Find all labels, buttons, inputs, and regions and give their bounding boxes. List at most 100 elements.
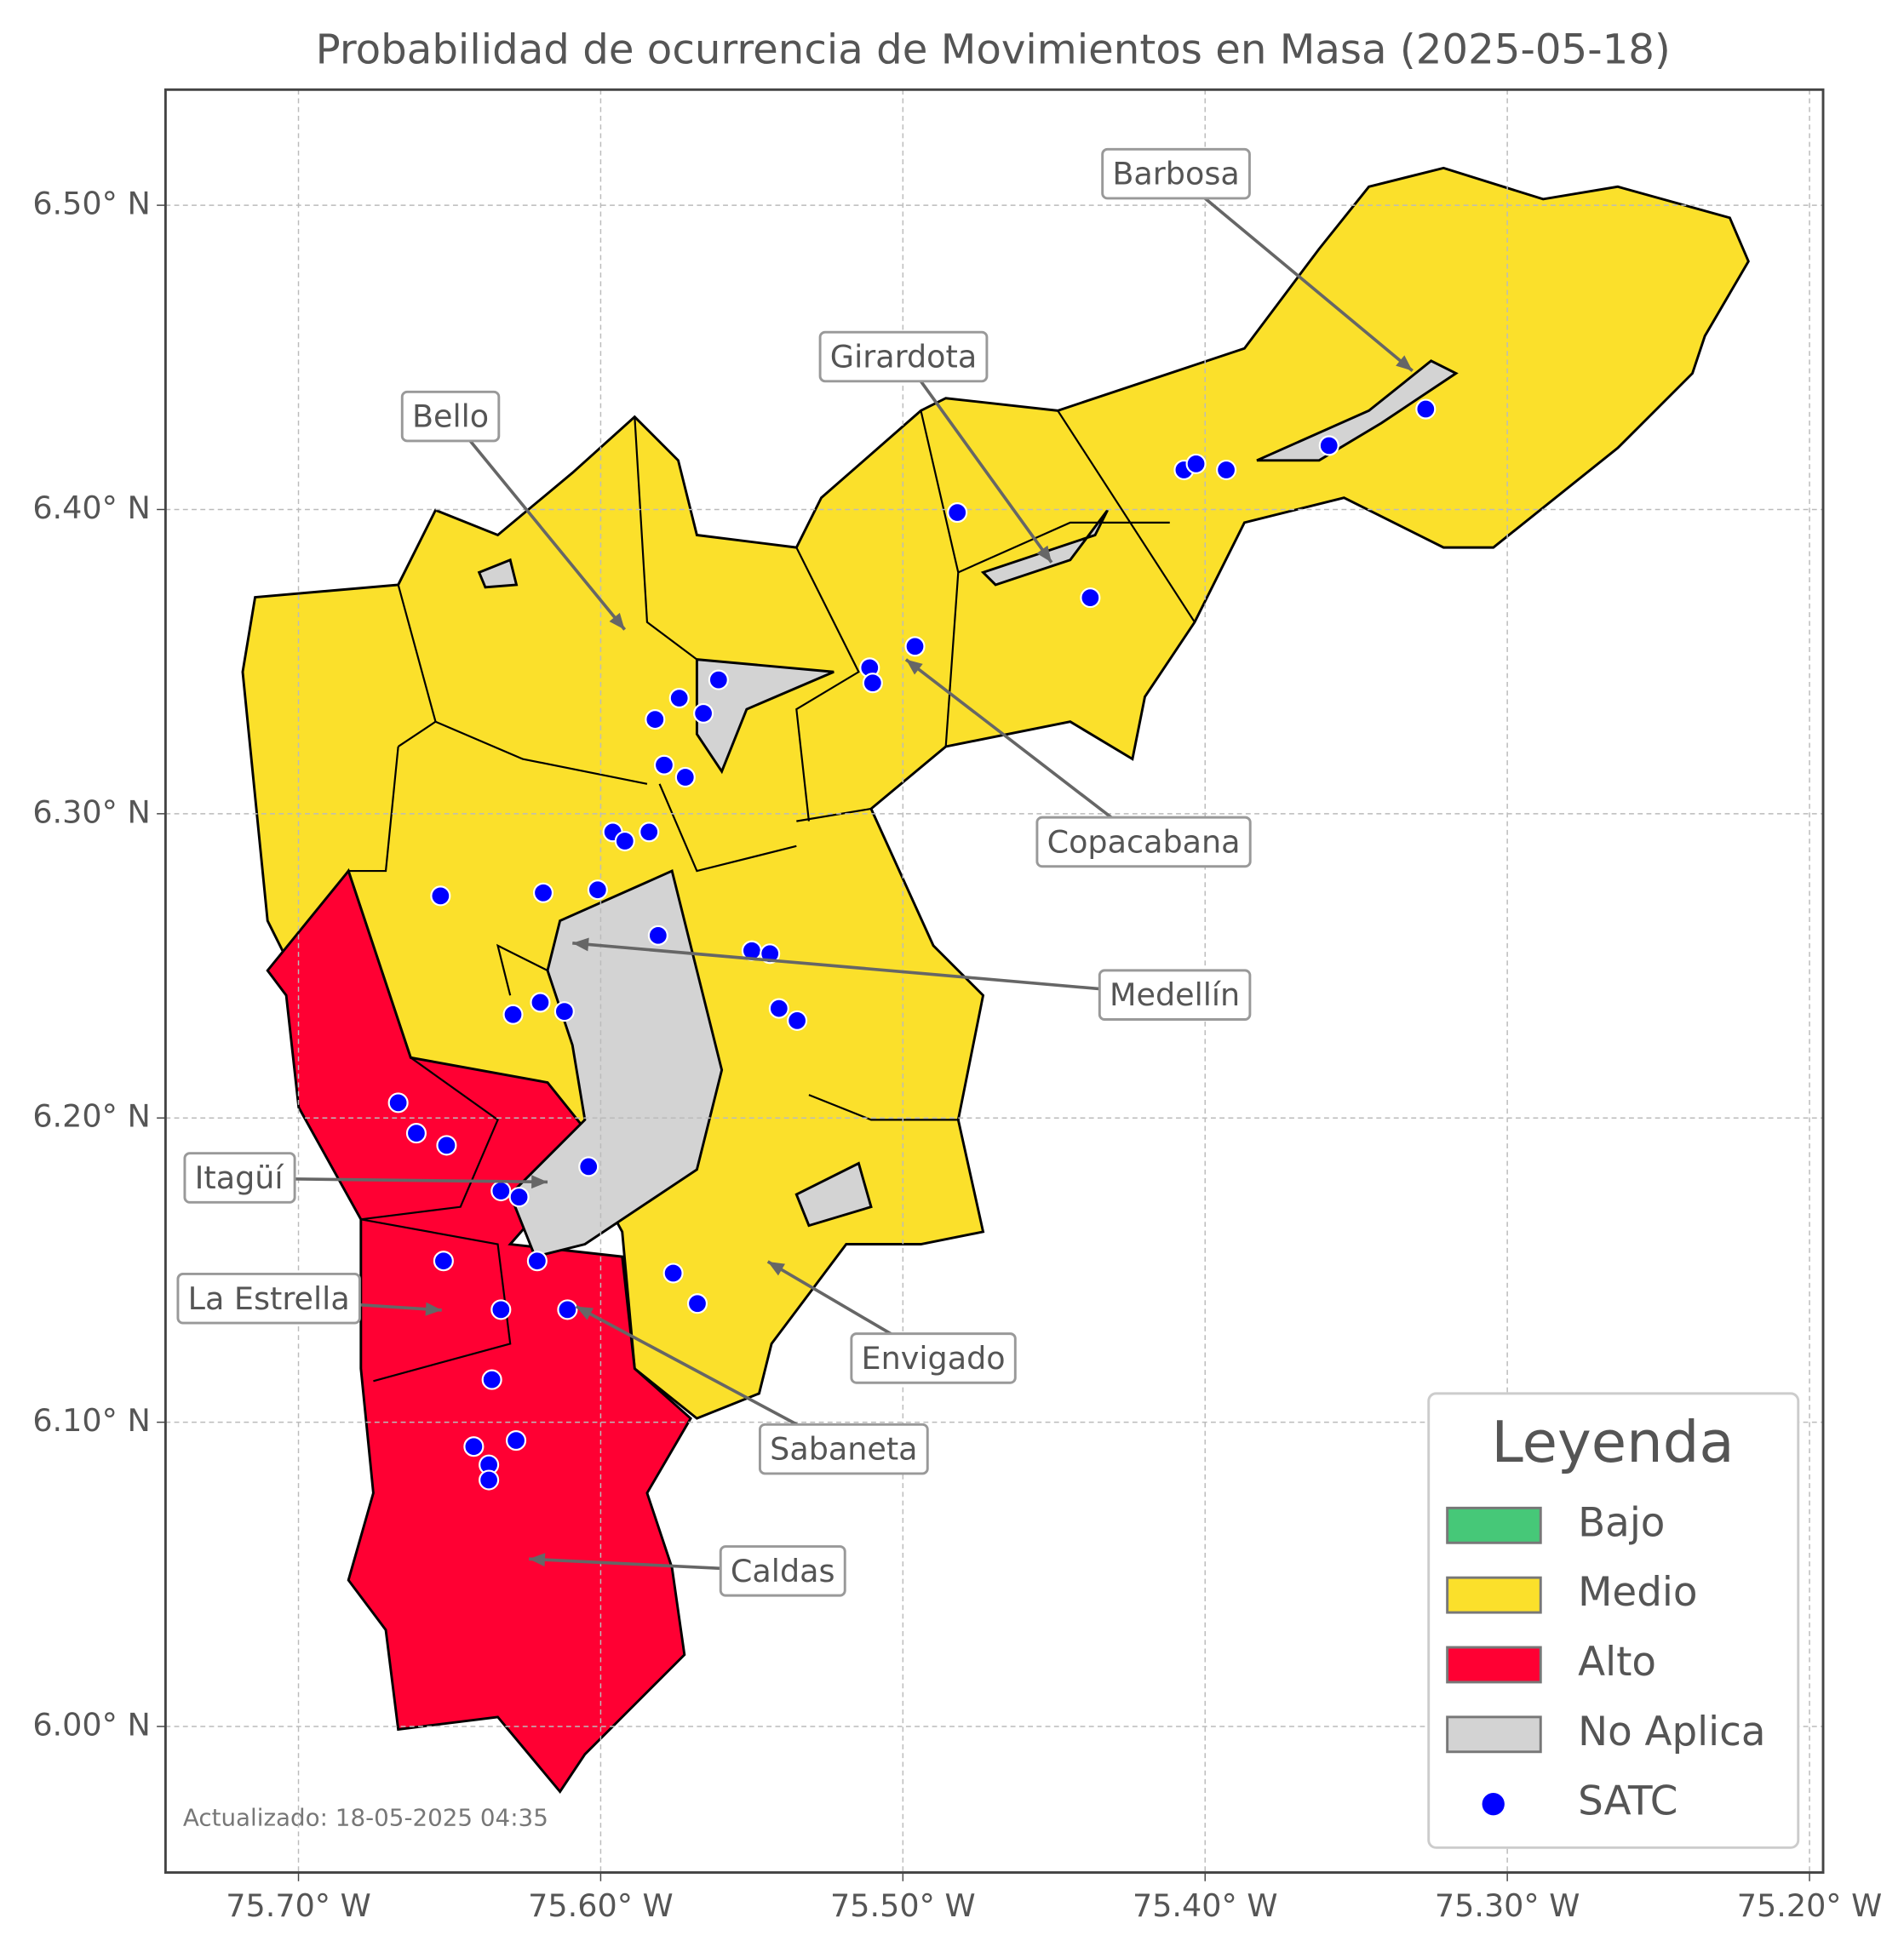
satc-station: [405, 1123, 427, 1144]
boundary: [435, 720, 648, 785]
satc-station: [1216, 459, 1237, 481]
y-tick-label: 6.50° N: [32, 186, 150, 222]
satc-station: [639, 822, 660, 843]
satc-station: [508, 1187, 530, 1208]
satc-station: [614, 830, 635, 852]
satc-station: [862, 673, 883, 694]
satc-station: [1318, 435, 1339, 456]
arrow-head: [905, 659, 923, 675]
satc-station: [674, 766, 696, 788]
map-title: Probabilidad de ocurrencia de Movimiento…: [316, 26, 1671, 73]
boundary: [808, 1094, 959, 1121]
satc-station: [768, 998, 789, 1019]
boundary: [796, 807, 872, 822]
boundary: [1057, 409, 1196, 623]
arrow-head: [425, 1302, 442, 1316]
satc-station: [479, 1469, 500, 1491]
satc-station: [686, 1293, 708, 1314]
x-tick-label: 75.30° W: [1435, 1887, 1580, 1924]
annotation-arrow: [902, 356, 1053, 564]
boundary: [920, 410, 960, 747]
y-tick-label: 6.40° N: [32, 490, 150, 526]
annotation-label: Girardota: [830, 338, 977, 375]
annotation-label: Bello: [412, 398, 489, 435]
arrow-head: [529, 1553, 546, 1567]
region: [794, 1161, 873, 1228]
region: [477, 558, 519, 589]
satc-station: [668, 688, 690, 709]
annotation-label: Itagüí: [195, 1159, 285, 1196]
annotation-box: [1035, 816, 1252, 868]
satc-station: [481, 1369, 502, 1390]
boundary: [496, 943, 548, 996]
boundary: [348, 746, 399, 873]
boundary: [795, 547, 860, 822]
y-tick-label: 6.20° N: [32, 1098, 150, 1135]
satc-station: [532, 882, 554, 903]
arrow-head: [1036, 545, 1052, 563]
satc-station: [1415, 398, 1437, 420]
satc-station: [587, 879, 608, 901]
annotation-arrow: [572, 942, 1175, 998]
x-tick-label: 75.70° W: [226, 1887, 371, 1924]
satc-station: [708, 669, 729, 690]
annotation-label: Copacabana: [1047, 823, 1241, 860]
annotation-box: [850, 1332, 1017, 1384]
annotation-label: Sabaneta: [770, 1431, 917, 1468]
legend-swatch: [1446, 1506, 1542, 1544]
satc-station: [647, 925, 668, 946]
satc-station: [653, 754, 675, 776]
legend-marker: [1482, 1793, 1505, 1816]
arrow-head: [576, 1306, 594, 1320]
satc-station: [787, 1010, 808, 1031]
annotation-box: [758, 1423, 929, 1475]
annotation-box: [176, 1273, 361, 1325]
satc-station: [1185, 453, 1207, 474]
legend-swatch: [1446, 1576, 1542, 1614]
satc-station: [433, 1251, 454, 1272]
arrow-head: [767, 1261, 785, 1276]
annotation-box: [719, 1545, 846, 1597]
satc-station: [436, 1135, 457, 1156]
arrow-head: [531, 1175, 548, 1189]
arrow-head: [609, 612, 625, 630]
satc-station: [490, 1180, 512, 1202]
legend-label: Medio: [1578, 1570, 1697, 1616]
satc-station: [578, 1156, 599, 1177]
boundary: [360, 1056, 499, 1221]
satc-station: [463, 1436, 485, 1457]
footnote: Actualizado: 18-05-2025 04:35: [183, 1804, 548, 1832]
legend-label: No Aplica: [1578, 1709, 1765, 1755]
x-tick-label: 75.20° W: [1737, 1887, 1883, 1924]
satc-station: [553, 1001, 575, 1022]
legend-swatch: [1446, 1715, 1542, 1754]
annotation-box: [1098, 969, 1252, 1021]
annotation-box: [818, 330, 989, 383]
y-tick-label: 6.30° N: [32, 793, 150, 830]
satc-station: [490, 1299, 512, 1320]
annotation-label: Caldas: [731, 1553, 835, 1589]
satc-station: [904, 636, 926, 657]
annotation-arrow: [449, 415, 627, 631]
x-tick-label: 75.40° W: [1133, 1887, 1278, 1924]
satc-station: [530, 992, 551, 1013]
satc-station: [506, 1430, 527, 1451]
satc-station: [526, 1251, 548, 1272]
arrow-head: [1396, 355, 1413, 371]
x-tick-label: 75.60° W: [528, 1887, 674, 1924]
satc-station: [502, 1004, 524, 1025]
legend-label: Bajo: [1578, 1500, 1665, 1546]
satc-station: [1080, 587, 1101, 609]
satc-station: [557, 1299, 578, 1320]
region: [1256, 359, 1459, 462]
legend-title: Leyenda: [1491, 1409, 1734, 1475]
satc-station: [430, 885, 451, 907]
arrow-head: [572, 937, 589, 952]
satc-station: [645, 709, 666, 730]
satc-station: [693, 702, 714, 724]
satc-station: [662, 1263, 684, 1284]
annotation-arrow: [1174, 173, 1414, 372]
boundary: [658, 783, 797, 873]
y-tick-label: 6.10° N: [32, 1402, 150, 1439]
